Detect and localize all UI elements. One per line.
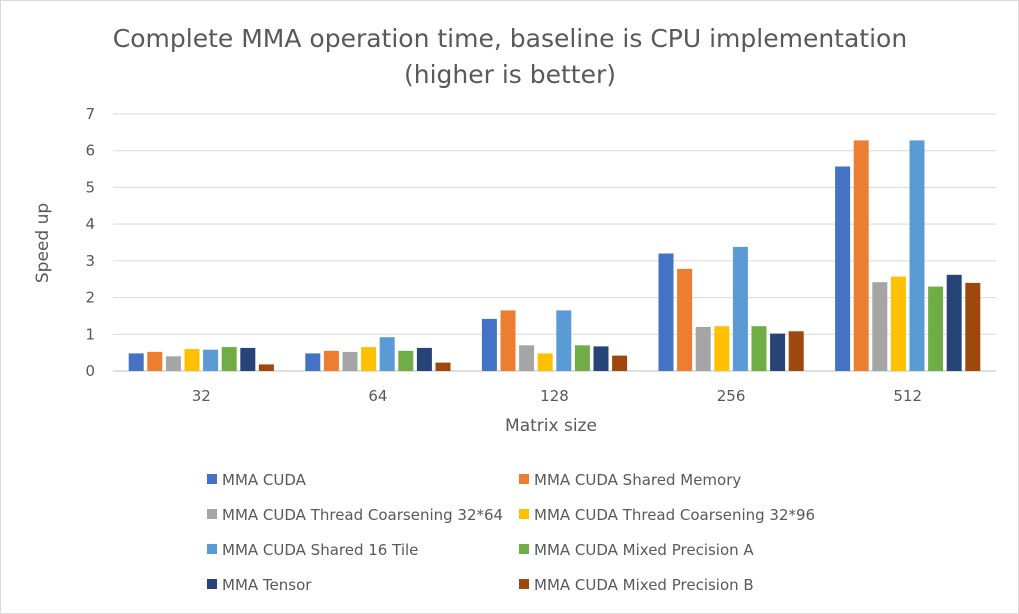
bar (658, 253, 674, 371)
bar (965, 282, 981, 371)
y-tick-label: 7 (85, 105, 95, 123)
x-tick-label: 256 (717, 387, 746, 405)
y-tick-label: 5 (85, 178, 95, 196)
legend-item: MMA CUDA Mixed Precision A (519, 541, 754, 559)
legend-swatch (207, 544, 217, 554)
bar (305, 353, 321, 371)
bar (732, 246, 748, 371)
bar (184, 349, 200, 371)
bar (835, 166, 851, 371)
bar (946, 274, 962, 371)
legend-swatch (519, 474, 529, 484)
bar (221, 347, 237, 371)
bar (258, 364, 274, 371)
x-tick-label: 32 (192, 387, 211, 405)
y-tick-label: 6 (85, 142, 95, 160)
legend-swatch (519, 579, 529, 589)
legend: MMA CUDA MMA CUDA Shared Memory MMA CUDA T… (207, 471, 815, 594)
chart-title-line2: (higher is better) (404, 60, 616, 89)
bar (435, 362, 451, 371)
legend-item: MMA Tensor (207, 576, 312, 594)
bar (909, 140, 925, 371)
gridlines (113, 113, 996, 372)
bar (714, 326, 730, 371)
bar (128, 353, 144, 371)
legend-item: MMA CUDA (207, 471, 307, 489)
legend-item: MMA CUDA Mixed Precision B (519, 576, 754, 594)
legend-label: MMA CUDA (222, 471, 307, 489)
x-tick-label: 512 (893, 387, 922, 405)
legend-item: MMA CUDA Thread Coarsening 32*96 (519, 506, 815, 524)
bar (751, 326, 767, 371)
bar (519, 345, 535, 371)
bar (574, 345, 590, 371)
y-axis-label: Speed up (33, 203, 53, 283)
y-axis-ticks: 0 1 2 3 4 5 6 7 (85, 105, 95, 380)
legend-label: MMA CUDA Shared 16 Tile (222, 541, 418, 559)
legend-item: MMA CUDA Shared 16 Tile (207, 541, 418, 559)
legend-swatch (207, 474, 217, 484)
bars (128, 140, 981, 371)
bar (695, 326, 711, 371)
legend-item: MMA CUDA Shared Memory (519, 471, 741, 489)
bar (379, 337, 395, 371)
bar (500, 310, 516, 371)
bar (240, 347, 256, 371)
legend-label: MMA CUDA Thread Coarsening 32*64 (222, 506, 503, 524)
chart-title-line1: Complete MMA operation time, baseline is… (113, 24, 907, 53)
y-tick-label: 4 (85, 215, 95, 233)
bar (361, 347, 377, 371)
y-tick-label: 3 (85, 252, 95, 270)
legend-label: MMA CUDA Mixed Precision A (534, 541, 754, 559)
x-axis-label: Matrix size (505, 416, 597, 436)
legend-label: MMA CUDA Mixed Precision B (534, 576, 754, 594)
legend-item: MMA CUDA Thread Coarsening 32*64 (207, 506, 503, 524)
bar (416, 347, 432, 371)
x-axis-ticks: 32 64 128 256 512 (192, 387, 922, 405)
bar (612, 355, 628, 371)
bar (677, 268, 693, 371)
bar (788, 331, 804, 371)
bar (537, 353, 553, 371)
legend-swatch (207, 579, 217, 589)
bar (770, 333, 786, 371)
bar (853, 140, 869, 371)
bar (203, 349, 219, 371)
bar (342, 351, 358, 371)
bar (890, 276, 906, 371)
bar (928, 286, 944, 371)
x-tick-label: 128 (540, 387, 569, 405)
legend-swatch (207, 509, 217, 519)
legend-label: MMA Tensor (222, 576, 312, 594)
legend-label: MMA CUDA Thread Coarsening 32*96 (534, 506, 815, 524)
bar (481, 318, 497, 371)
y-tick-label: 0 (85, 362, 95, 380)
bar (872, 282, 888, 371)
x-tick-label: 64 (368, 387, 387, 405)
legend-swatch (519, 509, 529, 519)
bar (556, 310, 572, 371)
bar (593, 346, 609, 371)
y-tick-label: 1 (85, 325, 95, 343)
legend-swatch (519, 544, 529, 554)
bar (147, 351, 163, 371)
bar (323, 350, 339, 371)
bar (398, 350, 414, 371)
bar (165, 356, 181, 371)
y-tick-label: 2 (85, 289, 95, 307)
legend-label: MMA CUDA Shared Memory (534, 471, 741, 489)
